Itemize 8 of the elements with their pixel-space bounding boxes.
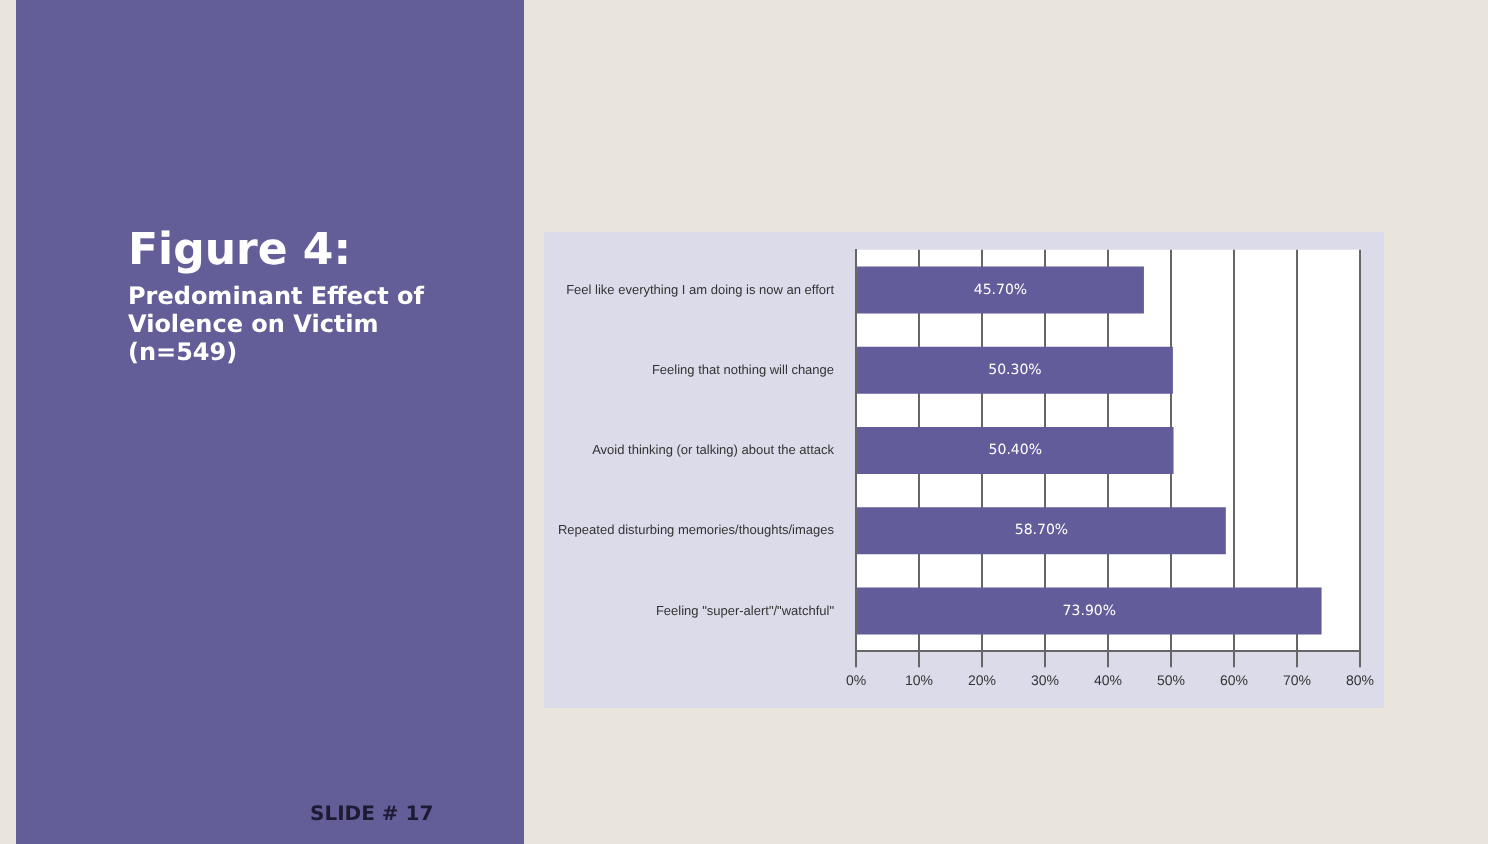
text: Figure 4:	[128, 226, 352, 276]
bar	[857, 266, 1144, 314]
text: Predominant Effect of Violence on Victim (n=549)	[128, 282, 427, 366]
text: SLIDE # 17	[310, 804, 434, 826]
bar	[857, 507, 1226, 555]
bar	[857, 427, 1174, 474]
bar	[857, 346, 1173, 394]
bar	[857, 587, 1322, 635]
